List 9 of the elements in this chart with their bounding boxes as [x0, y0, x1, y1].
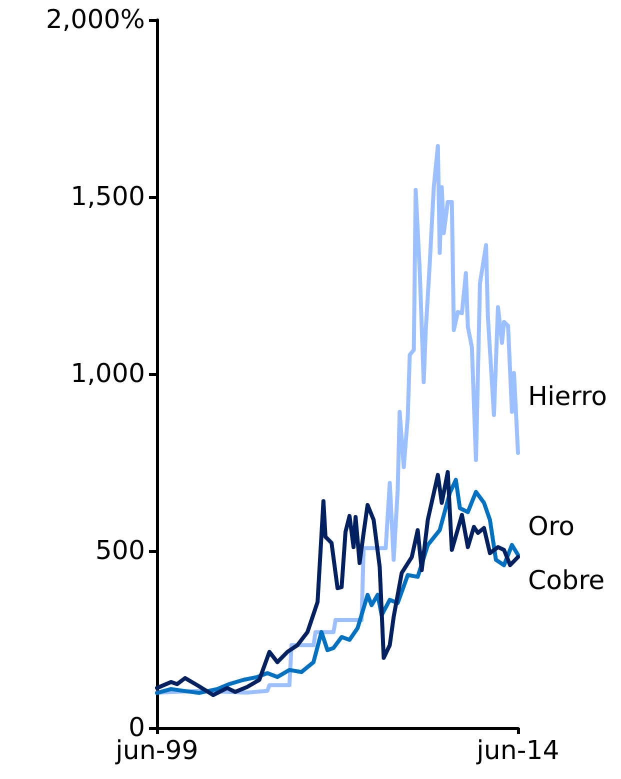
line-series — [155, 144, 520, 695]
series-label: Oro — [528, 512, 574, 542]
y-tick-label: 1,000 — [70, 359, 145, 389]
series-label: Cobre — [528, 566, 605, 596]
y-tick-label: 500 — [95, 536, 145, 566]
y-tick-label: 1,500 — [70, 182, 145, 212]
x-tick-label: jun-14 — [476, 736, 560, 766]
series-label: Hierro — [528, 382, 608, 412]
y-tick-label: 2,000% — [46, 5, 145, 35]
